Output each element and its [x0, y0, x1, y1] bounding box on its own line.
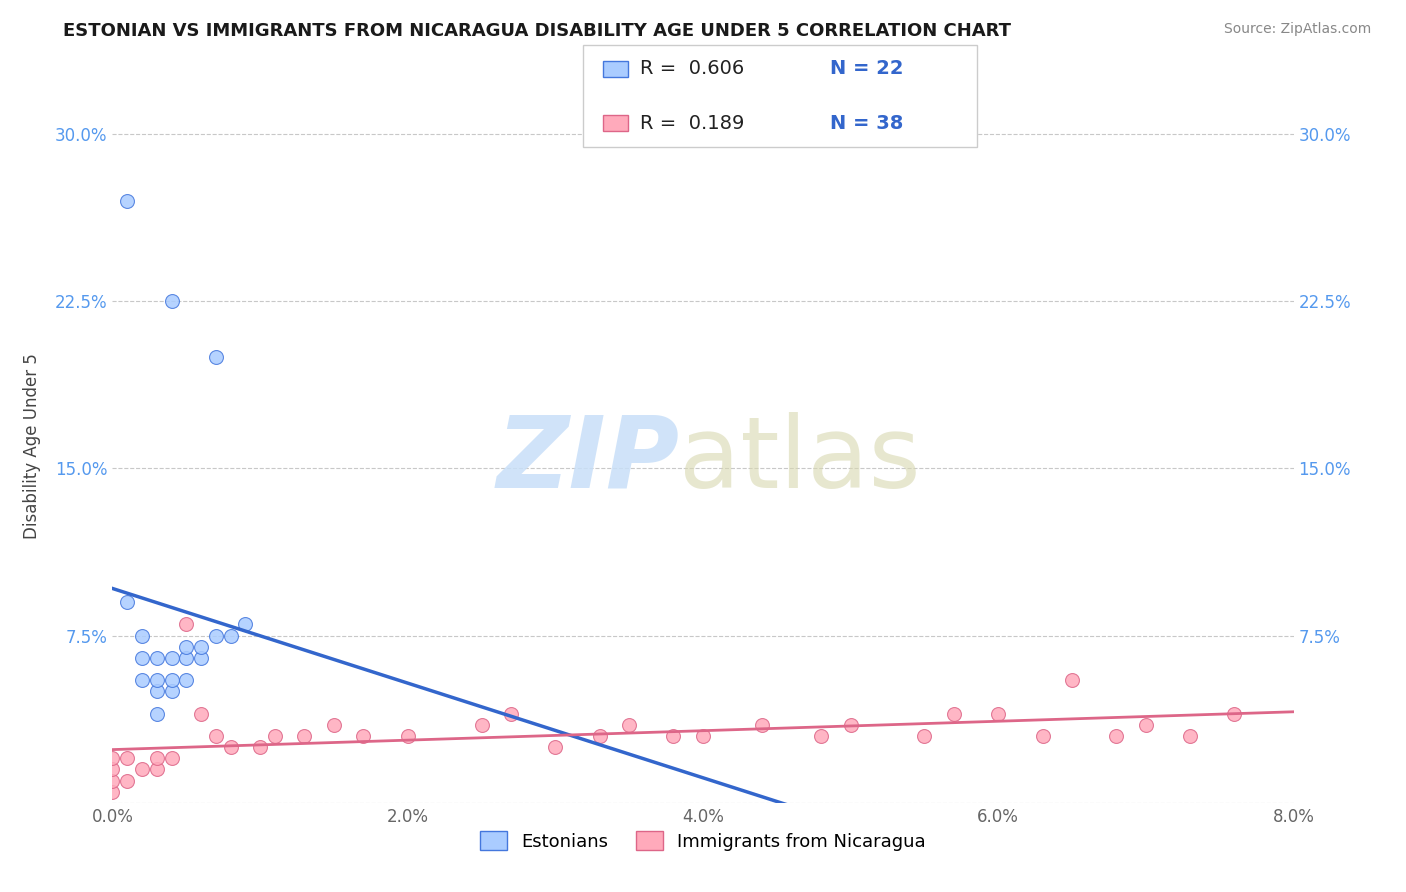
Point [1105, 729, 1128, 743]
Point [662, 729, 685, 743]
Point [131, 651, 153, 665]
Point [131, 673, 153, 687]
Point [160, 293, 183, 308]
Point [146, 673, 169, 687]
Point [160, 751, 183, 765]
Point [942, 706, 965, 721]
Point [1062, 673, 1084, 687]
Point [101, 762, 124, 776]
Point [619, 717, 641, 731]
Point [146, 651, 169, 665]
Point [174, 617, 197, 632]
Point [1178, 729, 1201, 743]
Text: Source: ZipAtlas.com: Source: ZipAtlas.com [1223, 22, 1371, 37]
Point [205, 628, 228, 642]
Point [190, 651, 212, 665]
Point [219, 740, 242, 755]
Point [174, 640, 197, 654]
Text: ESTONIAN VS IMMIGRANTS FROM NICARAGUA DISABILITY AGE UNDER 5 CORRELATION CHART: ESTONIAN VS IMMIGRANTS FROM NICARAGUA DI… [63, 22, 1011, 40]
Point [205, 350, 228, 364]
Point [117, 773, 138, 788]
Point [692, 729, 714, 743]
Text: N = 38: N = 38 [830, 113, 903, 133]
Point [160, 673, 183, 687]
Point [146, 684, 169, 698]
Point [914, 729, 936, 743]
Point [323, 717, 346, 731]
Point [160, 684, 183, 698]
Point [751, 717, 773, 731]
Text: atlas: atlas [679, 412, 921, 508]
Point [544, 740, 567, 755]
Point [588, 729, 610, 743]
Point [101, 773, 124, 788]
Point [1135, 717, 1157, 731]
Point [987, 706, 1010, 721]
Point [160, 651, 183, 665]
Point [1223, 706, 1246, 721]
Point [190, 706, 212, 721]
Point [396, 729, 419, 743]
Point [839, 717, 862, 731]
Legend: Estonians, Immigrants from Nicaragua: Estonians, Immigrants from Nicaragua [472, 824, 934, 858]
Point [810, 729, 832, 743]
Point [101, 785, 124, 799]
Point [205, 729, 228, 743]
Point [117, 595, 138, 609]
Text: R =  0.189: R = 0.189 [640, 113, 744, 133]
Point [146, 706, 169, 721]
Point [249, 740, 271, 755]
Point [219, 628, 242, 642]
Point [117, 751, 138, 765]
Y-axis label: Disability Age Under 5: Disability Age Under 5 [22, 353, 41, 539]
Point [101, 751, 124, 765]
Text: R =  0.606: R = 0.606 [640, 59, 744, 78]
Point [292, 729, 315, 743]
Point [146, 762, 169, 776]
Point [264, 729, 287, 743]
Point [471, 717, 494, 731]
Text: N = 22: N = 22 [830, 59, 903, 78]
Point [117, 194, 138, 208]
Point [174, 651, 197, 665]
Text: ZIP: ZIP [496, 412, 679, 508]
Point [190, 640, 212, 654]
Point [131, 628, 153, 642]
Point [501, 706, 523, 721]
Point [233, 617, 256, 632]
Point [146, 751, 169, 765]
Point [1032, 729, 1054, 743]
Point [174, 673, 197, 687]
Point [352, 729, 374, 743]
Point [131, 762, 153, 776]
